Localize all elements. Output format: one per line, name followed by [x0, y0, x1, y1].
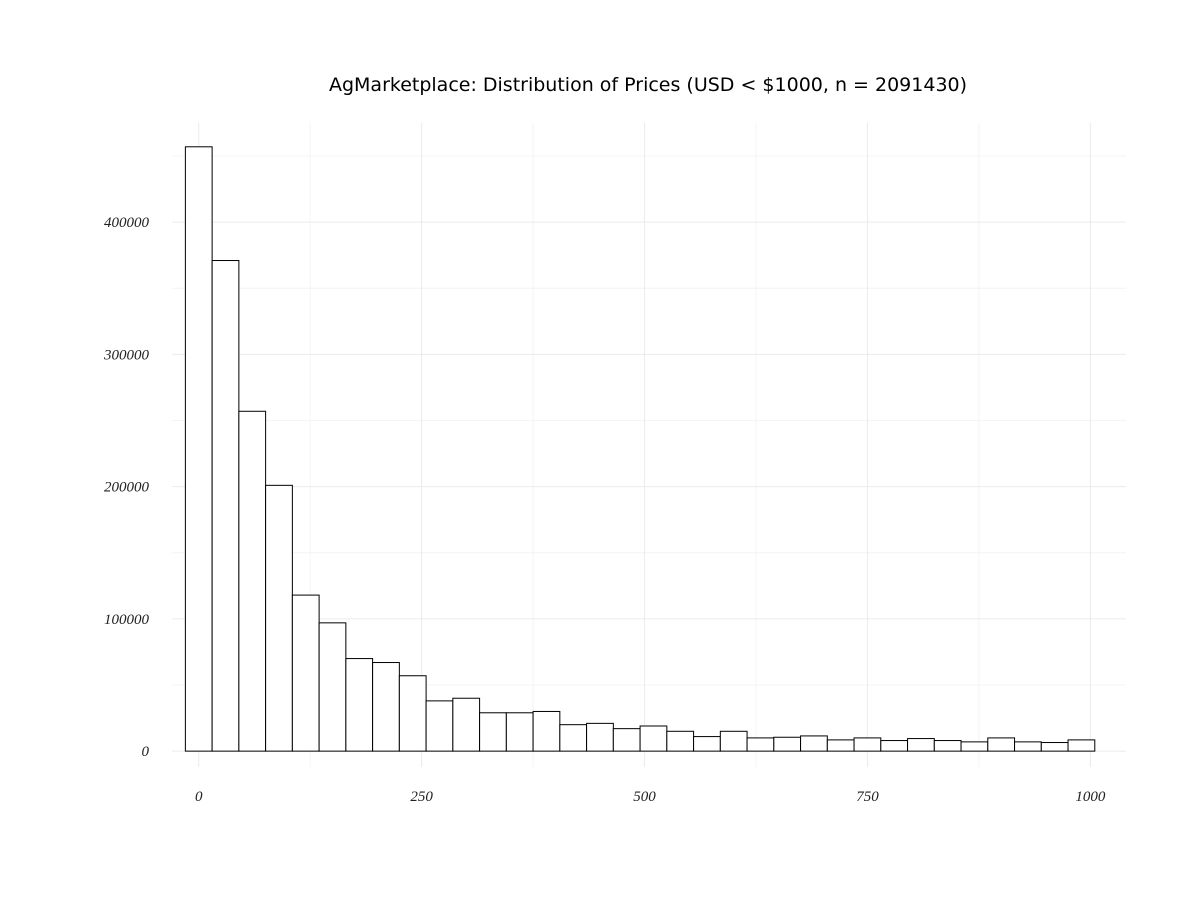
histogram-bar [612, 728, 641, 752]
histogram-bar [639, 725, 668, 752]
x-tick-label: 0 [195, 789, 203, 805]
y-tick-label: 400000 [104, 215, 150, 231]
histogram-bar [425, 700, 454, 752]
histogram-bar [559, 724, 588, 752]
x-axis-tick-labels: 0 250 500 750 1000 [195, 789, 1106, 805]
histogram-bar [479, 712, 507, 752]
x-tick-label: 500 [633, 789, 656, 805]
histogram-bar [933, 740, 962, 752]
histogram-bar [746, 737, 775, 752]
histogram-bar [907, 738, 935, 752]
histogram-bars [184, 146, 1096, 752]
grid-lines [172, 123, 1126, 767]
histogram-bar [238, 410, 267, 752]
y-tick-label: 200000 [104, 480, 150, 496]
x-tick-label: 250 [410, 789, 433, 805]
histogram-bar [666, 730, 695, 752]
histogram-bar [1067, 739, 1096, 752]
y-tick-label: 300000 [103, 347, 150, 363]
histogram-bar [773, 736, 802, 752]
histogram-bar [184, 146, 213, 752]
chart-title: AgMarketplace: Distribution of Prices (U… [329, 74, 967, 96]
histogram-bar [265, 484, 293, 752]
x-tick-label: 1000 [1075, 789, 1106, 805]
histogram-bar [318, 622, 347, 752]
y-tick-label: 100000 [104, 612, 150, 628]
y-axis-tick-labels: 0 100000 200000 300000 400000 [103, 215, 150, 760]
histogram-bar [372, 662, 400, 752]
histogram-bar [880, 740, 909, 752]
x-tick-label: 750 [856, 789, 879, 805]
histogram-bar [452, 697, 481, 752]
histogram-bar [345, 658, 374, 752]
y-tick-label: 0 [142, 744, 150, 760]
histogram-bar [291, 594, 320, 752]
histogram-bar [1040, 742, 1069, 752]
histogram-bar [1014, 741, 1042, 752]
histogram-bar [693, 736, 721, 752]
histogram-bar [211, 260, 240, 752]
histogram-bar [826, 739, 855, 752]
histogram-bar [532, 710, 561, 752]
histogram-bar [586, 722, 614, 752]
histogram-bar [719, 730, 748, 752]
histogram-bar [853, 737, 882, 752]
histogram-bar [800, 735, 828, 752]
histogram-bar [505, 712, 534, 752]
histogram-bar [960, 741, 989, 752]
histogram-bar [987, 737, 1016, 752]
histogram-bar [398, 675, 427, 752]
